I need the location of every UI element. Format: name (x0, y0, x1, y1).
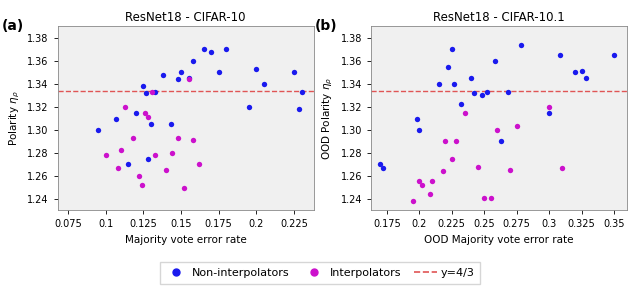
Point (486, 195, 496, 200)
Point (468, 91, 479, 95)
Point (147, 89, 157, 94)
Point (140, 110, 150, 115)
Point (408, 199, 418, 203)
Point (165, 122, 175, 126)
Point (466, 76, 476, 80)
Point (502, 89, 513, 94)
Point (116, 148, 126, 153)
Point (214, 70, 224, 74)
Point (206, 49, 216, 54)
Point (554, 53, 564, 57)
Point (244, 105, 254, 109)
Point (198, 47, 209, 52)
Point (184, 76, 194, 80)
Point (479, 195, 490, 200)
Point (289, 70, 299, 74)
Point (188, 138, 198, 142)
Point (111, 117, 122, 122)
Point (150, 89, 161, 94)
Point (580, 76, 591, 80)
Point (293, 107, 303, 111)
Point (113, 165, 123, 170)
Point (138, 84, 148, 88)
Point (477, 93, 487, 98)
Point (414, 127, 424, 132)
Point (146, 122, 156, 126)
Point (167, 150, 177, 155)
Point (434, 81, 444, 86)
Point (482, 89, 492, 94)
Point (496, 139, 506, 144)
Point (438, 169, 448, 173)
Point (134, 173, 144, 178)
X-axis label: OOD Majority vote error rate: OOD Majority vote error rate (424, 235, 574, 245)
Point (158, 72, 168, 77)
Point (296, 89, 307, 94)
Point (460, 110, 470, 115)
Y-axis label: Polarity $\eta_\rho$: Polarity $\eta_\rho$ (7, 91, 22, 146)
Point (120, 105, 131, 109)
Point (414, 179, 424, 184)
Point (511, 124, 522, 129)
Point (131, 110, 141, 115)
Point (184, 77, 194, 81)
Point (221, 47, 232, 52)
Point (570, 70, 580, 74)
Point (505, 168, 515, 172)
Point (544, 110, 554, 115)
Y-axis label: OOD Polarity $\eta_\rho$: OOD Polarity $\eta_\rho$ (321, 77, 335, 160)
Legend: Non-interpolators, Interpolators, y=4/3: Non-interpolators, Interpolators, y=4/3 (159, 263, 481, 284)
Point (141, 91, 152, 95)
Point (516, 42, 526, 47)
Point (179, 186, 189, 191)
Point (443, 64, 453, 69)
Point (456, 102, 466, 107)
Point (447, 47, 457, 52)
Point (259, 81, 269, 86)
Point (128, 135, 138, 140)
Point (173, 77, 183, 81)
Point (472, 164, 483, 169)
Text: (b): (b) (315, 19, 337, 33)
Point (150, 153, 161, 157)
Text: (a): (a) (1, 19, 24, 33)
Point (451, 139, 461, 144)
Point (188, 58, 198, 63)
Point (252, 67, 262, 71)
Title: ResNet18 - CIFAR-10: ResNet18 - CIFAR-10 (125, 11, 246, 24)
Point (577, 69, 587, 74)
Point (378, 165, 388, 170)
Point (100, 153, 111, 157)
Point (194, 162, 204, 166)
Point (176, 70, 186, 74)
Point (417, 182, 427, 187)
Point (427, 179, 437, 184)
Point (161, 168, 171, 172)
Point (173, 135, 183, 140)
Point (440, 139, 451, 144)
Point (124, 162, 134, 166)
Point (424, 192, 435, 197)
Point (137, 182, 147, 187)
Point (93, 127, 104, 132)
Title: ResNet18 - CIFAR-10.1: ResNet18 - CIFAR-10.1 (433, 11, 565, 24)
Point (143, 115, 153, 119)
Point (490, 58, 500, 63)
Point (447, 156, 457, 161)
Point (143, 156, 153, 161)
X-axis label: Majority vote error rate: Majority vote error rate (125, 235, 246, 245)
Point (609, 53, 620, 57)
Point (544, 105, 554, 109)
Point (412, 117, 422, 122)
Point (449, 81, 460, 86)
Point (557, 165, 567, 170)
Point (375, 162, 385, 166)
Point (492, 127, 502, 132)
